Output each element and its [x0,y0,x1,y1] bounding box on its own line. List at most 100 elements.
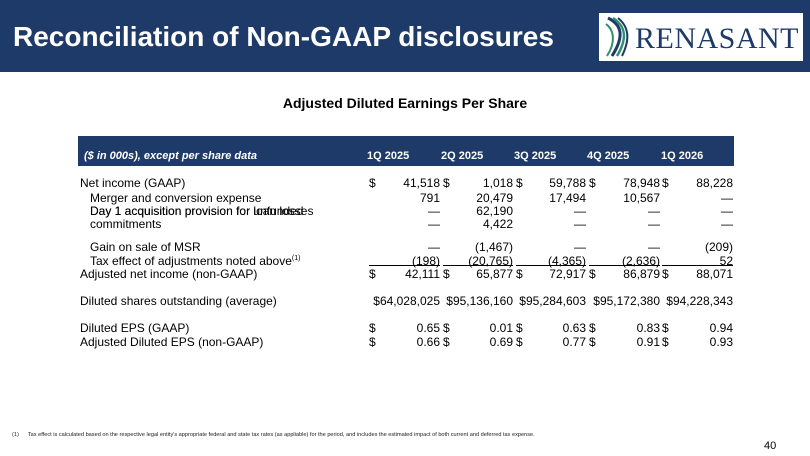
table-cell: $95,172,380 [593,294,660,308]
table-cell: 0.93 [709,335,733,349]
table-cell: 1,018 [482,176,513,190]
table-cell: 88,071 [696,267,733,281]
row-label-text: Merger and conversion expense [90,191,262,205]
table-cell: 65,877 [476,267,513,281]
dollar-sign: $ [443,321,450,335]
table-cell: 0.94 [709,321,733,335]
table-cell: (2,636) [621,254,660,268]
table-cell: — [428,204,440,218]
table-cell: $94,228,343 [666,294,733,308]
row-label-text: Net income (GAAP) [80,176,186,190]
row-label-text: Day 1 acquisition provision for loan los… [90,204,314,218]
row-label-text: Day 1 acquisition provision for unfunded [90,204,304,218]
subtotal-rule [589,265,660,266]
table-cell: 86,879 [623,267,660,281]
table-header-label: ($ in 000s), except per share data [84,150,258,162]
row-label-text: Adjusted Diluted EPS (non-GAAP) [80,335,264,349]
dollar-sign: $ [662,176,669,190]
dollar-sign: $ [443,176,450,190]
dollar-sign: $ [369,176,376,190]
table-cell: 0.91 [636,335,660,349]
row-label: Day 1 acquisition provision for loan los… [90,204,313,218]
dollar-sign: $ [516,335,523,349]
table-subtitle: Adjusted Diluted Earnings Per Share [282,95,528,111]
table-cell: — [648,204,660,218]
footnote-text: Tax effect is calculated based on the re… [27,432,535,438]
table-cell: 52 [719,254,733,268]
dollar-sign: $ [369,321,376,335]
table-cell: 20,479 [476,191,513,205]
table-cell: 59,788 [549,176,586,190]
table-cell: (20,765) [468,254,513,268]
table-cell: (198) [411,254,440,268]
table-cell: (209) [704,240,733,254]
row-label: Tax effect of adjustments noted above(1) [90,254,300,268]
column-header: 1Q 2026 [661,150,704,162]
page-title: Reconciliation of Non-GAAP disclosures [13,21,554,52]
table-cell: 0.69 [489,335,513,349]
dollar-sign: $ [662,335,669,349]
dollar-sign: $ [369,335,376,349]
company-logo: RENASANT [599,13,803,61]
row-label: Adjusted net income (non-GAAP) [80,267,257,281]
dollar-sign: $ [516,267,523,281]
column-header: 4Q 2025 [587,150,630,162]
table-cell: 88,228 [696,176,733,190]
subtotal-rule [443,265,513,266]
table-cell: — [721,204,733,218]
row-label: Net income (GAAP) [80,176,185,190]
dollar-sign: $ [589,267,596,281]
table-cell: 17,494 [549,191,586,205]
logo-wordmark: RENASANT [635,22,800,55]
logo-emblem-icon [605,16,629,57]
footnote-marker: (1) [12,432,19,438]
subtotal-rule [662,265,733,266]
header-bar: Reconciliation of Non-GAAP disclosures R… [0,0,810,72]
table-cell: — [648,240,660,254]
subtotal-rule [369,265,440,266]
row-label: Gain on sale of MSR [90,240,201,254]
row-label-text: Diluted shares outstanding (average) [80,294,277,308]
table-cell: — [574,240,586,254]
dollar-sign: $ [443,267,450,281]
table-cell: — [574,217,586,231]
table-cell: 0.63 [562,321,586,335]
column-header: 3Q 2025 [514,150,557,162]
footnote-reference: (1) [291,255,301,262]
table-cell: 0.65 [416,321,440,335]
page-number: 40 [764,440,777,452]
row-label: Day 1 acquisition provision for unfunded [90,204,303,218]
table-cell: — [721,217,733,231]
row-label-text: Adjusted net income (non-GAAP) [80,267,258,281]
subtotal-rule [516,265,586,266]
table-header: ($ in 000s), except per share data 1Q 20… [78,136,734,166]
row-label: Diluted EPS (GAAP) [80,321,189,335]
table-cell: 0.01 [489,321,513,335]
table-cell: — [721,191,733,205]
row-label-continued: commitments [90,217,162,231]
dollar-sign: $ [589,321,596,335]
table-cell: 10,567 [623,191,660,205]
row-label: Diluted shares outstanding (average) [80,294,277,308]
row-label: Adjusted Diluted EPS (non-GAAP) [80,335,263,349]
dollar-sign: $ [369,267,376,281]
table-cell: 78,948 [623,176,660,190]
table-cell: (4,365) [547,254,586,268]
table-cell: — [648,217,660,231]
dollar-sign: $ [516,321,523,335]
dollar-sign: $ [589,335,596,349]
table-cell: 0.77 [562,335,586,349]
table-cell: 72,917 [549,267,586,281]
row-label-text: Gain on sale of MSR [90,240,201,254]
table-cell: 41,518 [403,176,440,190]
footnote: (1) Tax effect is calculated based on the… [12,432,535,438]
table-cell: $95,136,160 [446,294,513,308]
column-header: 2Q 2025 [441,150,484,162]
dollar-sign: $ [443,335,450,349]
dollar-sign: $ [662,321,669,335]
table-cell: — [428,240,440,254]
table-cell: $95,284,603 [519,294,586,308]
dollar-sign: $ [662,267,669,281]
column-header: 1Q 2025 [367,150,410,162]
table-cell: 791 [419,191,440,205]
